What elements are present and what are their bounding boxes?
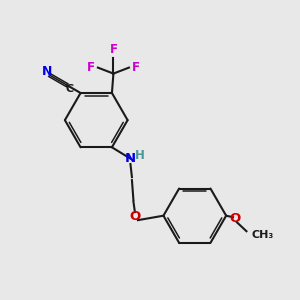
Text: N: N	[125, 152, 136, 165]
Text: O: O	[229, 212, 240, 225]
Text: F: F	[87, 61, 95, 74]
Text: H: H	[134, 148, 144, 162]
Text: CH₃: CH₃	[251, 230, 274, 240]
Text: F: F	[132, 61, 140, 74]
Text: C: C	[65, 84, 73, 94]
Text: F: F	[110, 43, 117, 56]
Text: N: N	[42, 65, 52, 78]
Text: O: O	[129, 210, 140, 223]
